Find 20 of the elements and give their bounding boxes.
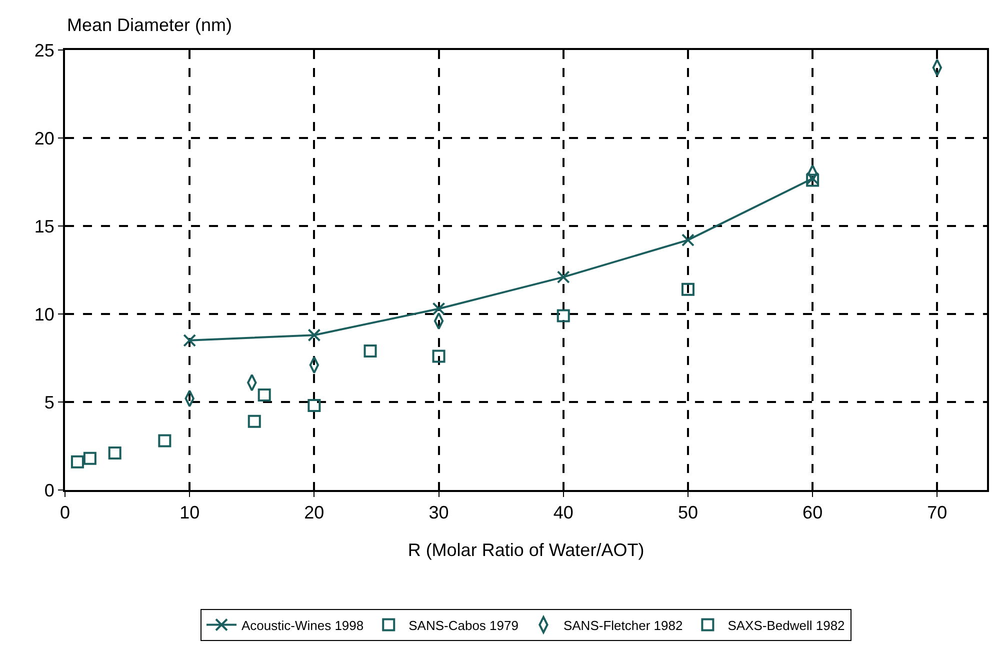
x-tick-label: 40: [553, 502, 574, 523]
x-tick-label: 70: [927, 502, 948, 523]
y-tick-label: 25: [34, 40, 54, 60]
y-tick-label: 5: [44, 392, 54, 412]
y-tick-label: 15: [34, 216, 54, 236]
x-tick-label: 0: [60, 502, 70, 523]
x-axis-title: R (Molar Ratio of Water/AOT): [408, 540, 644, 560]
legend-label: Acoustic-Wines 1998: [242, 618, 364, 633]
y-tick-label: 20: [34, 128, 54, 148]
x-tick-label: 30: [428, 502, 449, 523]
x-tick-label: 50: [678, 502, 698, 523]
legend-label: SANS-Fletcher 1982: [563, 618, 683, 633]
legend-label: SAXS-Bedwell 1982: [728, 618, 845, 633]
y-axis-title: Mean Diameter (nm): [67, 15, 232, 35]
y-tick-label: 0: [44, 480, 54, 500]
legend-label: SANS-Cabos 1979: [408, 618, 518, 633]
x-tick-label: 20: [304, 502, 324, 523]
x-tick-label: 60: [802, 502, 823, 523]
y-tick-label: 10: [34, 304, 54, 324]
x-tick-label: 10: [180, 502, 200, 523]
